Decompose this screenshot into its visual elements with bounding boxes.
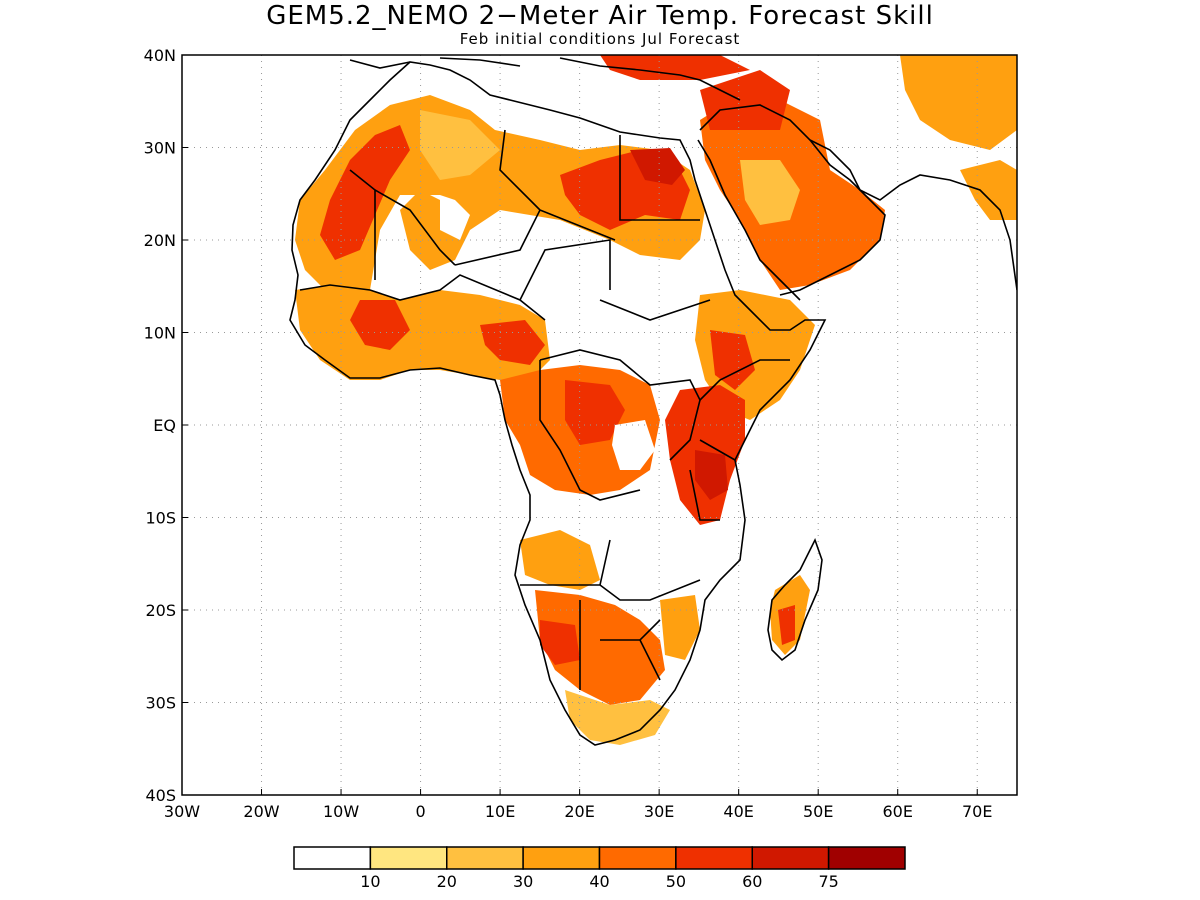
lon-tick-label: 10W [323,802,359,821]
skill-region-ethiopia-high [710,330,755,390]
colorbar-swatch [522,846,601,870]
colorbar-label: 75 [818,872,838,891]
lon-tick-label: 20W [243,802,279,821]
lat-tick-label: 40N [144,46,176,65]
skill-region-egypt-peak [630,148,685,185]
colorbar-swatch [827,846,906,870]
skill-region-congo-pale [612,420,655,470]
colorbar-label: 60 [742,872,762,891]
skill-region-madagascar-high [778,605,795,645]
color-legend-bar: 10 20 30 40 50 60 75 [293,846,906,891]
lon-tick-label: 30E [644,802,674,821]
lat-tick-label: 20S [145,601,176,620]
red-sea-coast [697,139,801,301]
colorbar-label: 40 [589,872,609,891]
africa-coastline [289,61,827,746]
skill-region-ethiopia [695,290,815,420]
colorbar-swatch [751,846,830,870]
skill-region-nigeria-high [480,320,545,365]
lon-tick-label: 50E [803,802,833,821]
figure-subtitle: Feb initial conditions Jul Forecast [460,30,741,48]
colorbar-label: 30 [513,872,533,891]
skill-region-east-coast-peak [695,450,728,500]
colorbar-label: 50 [666,872,686,891]
skill-region-south-africa [565,690,670,745]
lon-tick-label: 10E [485,802,515,821]
border-southern [520,539,701,690]
longitude-axis: 30W 20W 10W 0 10E 20E 30E 40E 50E 60E 70E [164,789,992,821]
lon-tick-label: 70E [962,802,992,821]
lon-tick-label: 30W [164,802,200,821]
skill-region-arabia-inner [740,160,800,225]
colorbar-swatch [598,846,677,870]
lon-tick-label: 40E [723,802,753,821]
skill-region-namibia-botswana [535,590,665,705]
latitude-axis: 40N 30N 20N 10N EQ 10S 20S 30S 40S [144,46,188,805]
border-central [539,349,701,501]
coastlines-and-borders [289,57,1017,746]
skill-region-north-strip [600,55,750,80]
lat-tick-label: EQ [153,416,176,435]
skill-region-morocco-high [320,125,410,260]
border-east [689,359,790,521]
colorbar-swatch [675,846,753,870]
skill-region-namibia-high [540,620,580,665]
lon-tick-label: 0 [415,802,425,821]
colorbar-swatch [446,846,524,870]
lon-tick-label: 60E [882,802,912,821]
colorbar-swatch [293,846,372,870]
skill-region-levant [700,70,790,130]
lat-tick-label: 10S [145,509,176,528]
lon-tick-label: 20E [564,802,594,821]
skill-shading-layer [295,55,1017,745]
mediterranean-coast-north [349,57,741,101]
border-sahel [299,239,711,321]
skill-region-iran [900,55,1017,150]
lat-tick-label: 20N [144,231,176,250]
skill-region-mozambique [660,595,700,660]
figure-title: GEM5.2_NEMO 2−Meter Air Temp. Forecast S… [266,1,934,31]
madagascar-coast [767,537,823,662]
skill-region-sahara-pale [420,110,500,180]
colorbar-label: 10 [360,872,380,891]
colorbar-swatch [369,846,448,870]
lat-tick-label: 30S [145,694,176,713]
lat-tick-label: 40S [145,786,176,805]
lat-tick-label: 10N [144,324,176,343]
border-maghreb [349,129,700,280]
colorbar-label: 20 [437,872,457,891]
skill-region-angola [520,530,600,590]
skill-region-south-asia [960,160,1017,220]
lat-tick-label: 30N [144,139,176,158]
skill-region-drc-high [565,380,625,445]
skill-region-west-africa-high [350,300,410,350]
persian-gulf-coast [809,139,1017,291]
